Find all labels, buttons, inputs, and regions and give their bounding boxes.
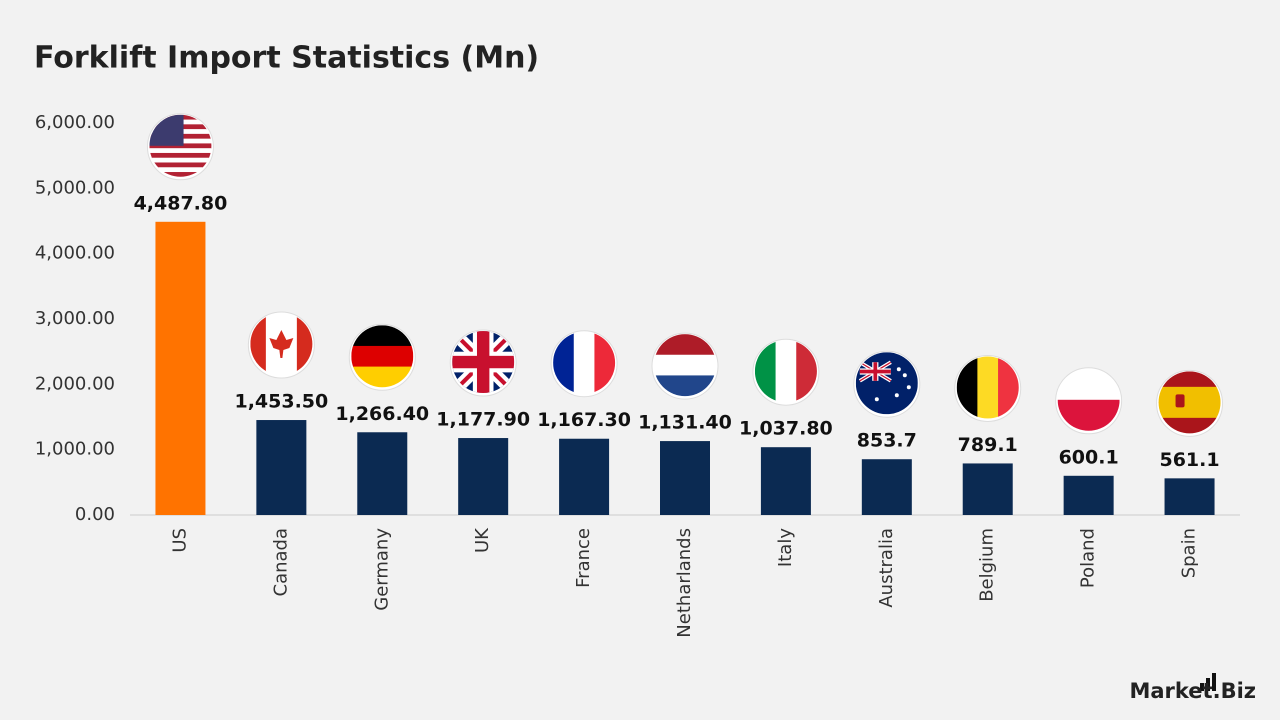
flag-field <box>855 352 918 415</box>
flag-stripe <box>149 152 212 159</box>
flag-stripe <box>654 334 716 356</box>
flag-stripe <box>998 356 1019 419</box>
x-tick-label: Spain <box>1179 528 1200 578</box>
flag-star <box>902 373 907 378</box>
bar <box>256 420 307 515</box>
flag-stripe <box>654 375 716 397</box>
value-label: 561.1 <box>1159 449 1219 471</box>
flag-emblem <box>1175 394 1185 408</box>
flag-leaf <box>269 330 294 359</box>
flag-stripe <box>351 345 414 368</box>
y-tick-label: 3,000.00 <box>35 308 115 329</box>
x-tick-label: Australia <box>876 528 897 608</box>
flag-star <box>896 367 901 372</box>
bar <box>559 438 610 515</box>
flag-stripe <box>1158 402 1221 419</box>
value-label: 1,167.30 <box>537 409 631 431</box>
bar <box>458 438 509 515</box>
bar <box>760 447 811 515</box>
bar <box>1063 475 1114 515</box>
flag <box>956 356 1019 419</box>
bar <box>660 441 710 515</box>
x-tick-label: UK <box>472 527 493 553</box>
y-tick-label: 6,000.00 <box>35 112 115 133</box>
value-label: 789.1 <box>958 434 1018 456</box>
value-label: 4,487.80 <box>134 192 228 214</box>
flag-stripe <box>149 157 212 163</box>
flag <box>149 114 212 177</box>
flag-stripe <box>796 340 817 403</box>
bar <box>357 432 408 515</box>
flag-stripe <box>1158 386 1221 403</box>
value-label: 1,266.40 <box>335 403 429 425</box>
chart-title: Forklift Import Statistics (Mn) <box>34 41 539 76</box>
flag <box>250 313 313 376</box>
flag <box>1158 371 1221 434</box>
x-tick-label: France <box>573 528 594 588</box>
flag <box>754 340 817 403</box>
logo: Market.Biz <box>1129 679 1256 703</box>
flag-stripe <box>977 356 999 419</box>
value-label: 1,037.80 <box>739 418 833 440</box>
flag-cross <box>452 355 515 369</box>
flag-star <box>906 385 911 390</box>
x-tick-label: Germany <box>371 528 392 611</box>
bar <box>962 463 1013 515</box>
bar <box>155 221 206 516</box>
x-tick-label: Netharlands <box>674 528 695 638</box>
flag-stripe <box>754 340 777 403</box>
x-tick-label: Italy <box>775 528 796 567</box>
y-tick-label: 1,000.00 <box>35 439 115 460</box>
value-label: 1,177.90 <box>436 409 530 431</box>
value-label: 600.1 <box>1059 446 1119 468</box>
flag-stripe <box>654 354 716 376</box>
flag <box>452 331 515 394</box>
flag-stripe <box>594 331 616 394</box>
flag-stripe <box>149 162 212 168</box>
value-label: 853.7 <box>857 430 917 452</box>
y-tick-label: 5,000.00 <box>35 177 115 198</box>
logo-bars <box>1200 673 1216 691</box>
flag <box>553 331 616 394</box>
y-tick-label: 4,000.00 <box>35 243 115 264</box>
flag-stripe <box>573 331 595 394</box>
x-tick-label: US <box>169 528 190 553</box>
flag <box>1057 368 1120 431</box>
flag-stripe <box>775 340 797 403</box>
y-tick-label: 2,000.00 <box>35 373 115 394</box>
x-tick-label: Belgium <box>977 528 998 602</box>
flag-stripe <box>956 356 978 419</box>
flag-stripe <box>149 148 212 154</box>
x-tick-label: Poland <box>1078 528 1099 588</box>
bar <box>1164 478 1215 515</box>
value-label: 1,453.50 <box>234 391 328 413</box>
flag-star <box>874 397 879 402</box>
bar <box>861 459 912 515</box>
flag <box>855 352 918 415</box>
flag-stripe <box>351 325 414 347</box>
flag-stripe <box>553 331 575 394</box>
x-tick-label: Canada <box>270 528 291 597</box>
flag-cross <box>859 369 891 374</box>
flag-stripe <box>351 366 414 388</box>
flag-stripe <box>149 143 212 149</box>
flag <box>654 334 716 397</box>
value-label: 1,131.40 <box>638 412 732 434</box>
flag-stripe <box>149 167 212 173</box>
flag <box>351 325 414 388</box>
y-tick-label: 0.00 <box>75 504 115 525</box>
flag-stripe <box>149 172 212 177</box>
flag-star <box>894 393 899 398</box>
